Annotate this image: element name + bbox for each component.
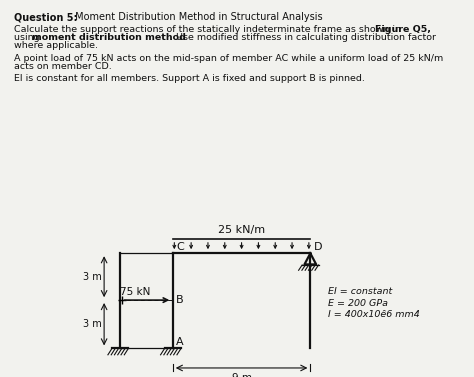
Text: EI = constant: EI = constant	[328, 287, 392, 296]
Text: A: A	[176, 337, 184, 347]
Text: 9 m: 9 m	[232, 373, 252, 377]
Text: A point load of 75 kN acts on the mid-span of member AC while a uniform load of : A point load of 75 kN acts on the mid-sp…	[14, 54, 444, 63]
Text: Moment Distribution Method in Structural Analysis: Moment Distribution Method in Structural…	[72, 12, 323, 22]
Text: 3 m: 3 m	[83, 319, 102, 329]
Text: D: D	[314, 242, 322, 252]
Text: B: B	[176, 295, 184, 305]
Text: EI is constant for all members. Support A is fixed and support B is pinned.: EI is constant for all members. Support …	[14, 74, 365, 83]
Text: Calculate the support reactions of the statically indeterminate frame as shown i: Calculate the support reactions of the s…	[14, 25, 404, 34]
Text: Question 5:: Question 5:	[14, 12, 78, 22]
Text: 25 kN/m: 25 kN/m	[218, 225, 265, 235]
Text: I = 400x10ȇ6 mm4: I = 400x10ȇ6 mm4	[328, 310, 419, 319]
Text: Figure Q5,: Figure Q5,	[375, 25, 431, 34]
Text: . Use modified stiffness in calculating distribution factor: . Use modified stiffness in calculating …	[170, 33, 436, 42]
Text: C: C	[176, 242, 184, 252]
Text: using: using	[14, 33, 43, 42]
Text: acts on member CD.: acts on member CD.	[14, 62, 112, 71]
Text: E = 200 GPa: E = 200 GPa	[328, 299, 388, 308]
Text: moment distribution method: moment distribution method	[32, 33, 186, 42]
Text: where applicable.: where applicable.	[14, 41, 98, 51]
Text: 75 kN: 75 kN	[120, 287, 151, 297]
Text: 3 m: 3 m	[83, 272, 102, 282]
